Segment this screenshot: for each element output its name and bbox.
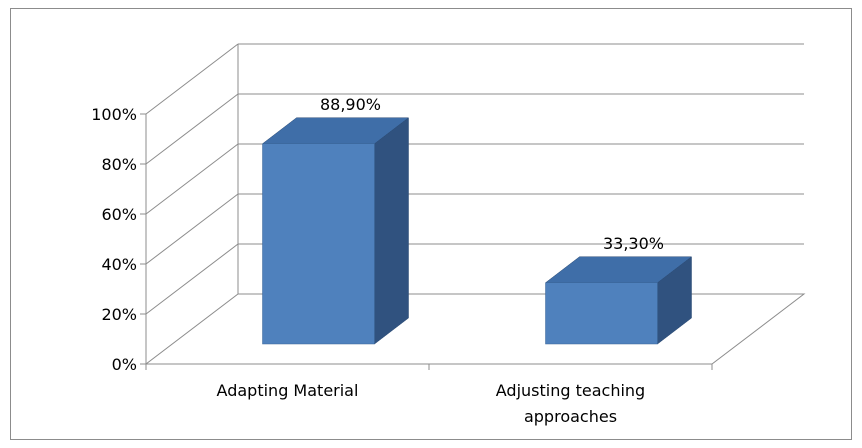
- grid-line-side: [145, 243, 239, 315]
- x-category-label: Adapting Material: [217, 381, 359, 400]
- chart-walls: [144, 44, 806, 365]
- floor: [144, 293, 806, 365]
- y-tick-label: 0%: [112, 355, 137, 374]
- y-tick-label: 100%: [91, 105, 137, 124]
- y-tick-label: 60%: [101, 205, 137, 224]
- data-label: 88,90%: [320, 95, 381, 114]
- x-category-label: Adjusting teaching: [496, 381, 645, 400]
- labels: 88,90% 33,30% Adapting Material Adjusting t…: [217, 95, 664, 426]
- data-label: 33,30%: [603, 234, 664, 253]
- bar: [262, 143, 375, 345]
- bar: [545, 282, 658, 345]
- grid-line-side: [145, 193, 239, 265]
- x-category-label: approaches: [524, 407, 617, 426]
- y-tick-label: 20%: [101, 305, 137, 324]
- grid-line-side: [145, 143, 239, 215]
- grid-lines: [145, 43, 804, 315]
- bar-side: [374, 117, 409, 345]
- grid-line-side: [145, 93, 239, 165]
- y-tick-label: 80%: [101, 155, 137, 174]
- y-axis: 0% 20% 40% 60% 80% 100%: [91, 105, 713, 374]
- y-tick-label: 40%: [101, 255, 137, 274]
- bars: [261, 117, 693, 345]
- grid-line-side: [145, 43, 239, 115]
